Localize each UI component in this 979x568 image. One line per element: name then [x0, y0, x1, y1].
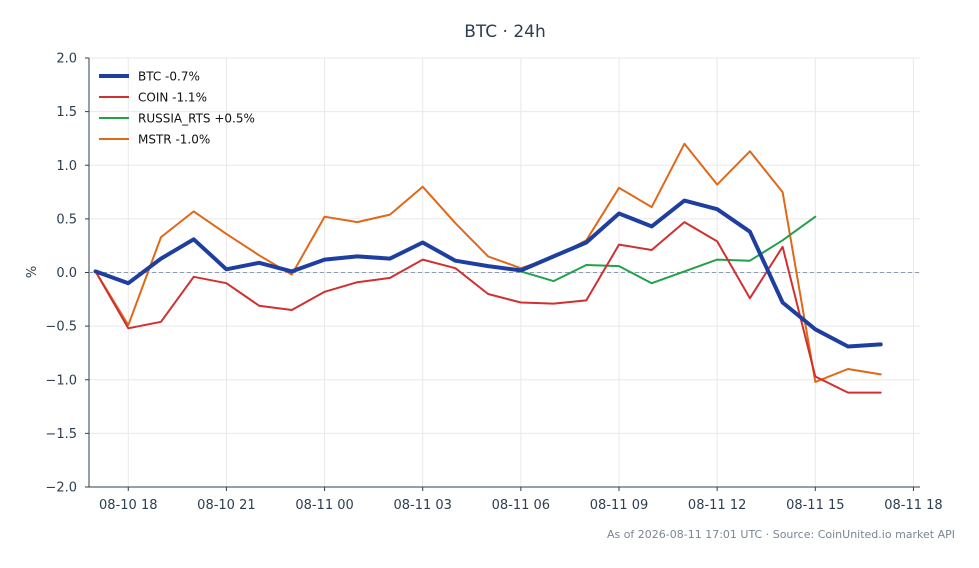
- x-tick-label: 08-11 18: [884, 498, 942, 513]
- x-tick-label: 08-10 18: [99, 498, 157, 513]
- y-tick-label: 2.0: [56, 52, 77, 67]
- series-line-btc: [93, 198, 883, 349]
- x-tick-label: 08-11 06: [492, 498, 550, 513]
- series-line-coin: [94, 221, 882, 394]
- x-tick-label: 08-10 21: [197, 498, 255, 513]
- legend-label: RUSSIA_RTS +0.5%: [138, 112, 255, 126]
- series-line-mstr: [94, 142, 882, 383]
- x-tick-label: 08-11 15: [786, 498, 844, 513]
- legend-label: MSTR -1.0%: [138, 133, 210, 147]
- x-tick-label: 08-11 00: [295, 498, 353, 513]
- legend-label: COIN -1.1%: [138, 91, 207, 105]
- legend: BTC -0.7% COIN -1.1% RUSSIA_RTS +0.5% MSTR …: [99, 70, 255, 147]
- y-tick-label: −1.0: [45, 373, 77, 388]
- x-tick-label: 08-11 03: [393, 498, 451, 513]
- x-tick-label: 08-11 12: [688, 498, 746, 513]
- series-lines: [93, 142, 883, 394]
- source-note: As of 2026-08-11 17:01 UTC · Source: Coi…: [607, 528, 955, 541]
- x-tick-label: 08-11 09: [590, 498, 648, 513]
- y-tick-label: 0.5: [56, 212, 77, 227]
- y-tick-label: −2.0: [45, 481, 77, 496]
- legend-label: BTC -0.7%: [138, 70, 200, 84]
- y-tick-label: 1.5: [56, 105, 77, 120]
- y-tick-label: −0.5: [45, 320, 77, 335]
- y-tick-label: 0.0: [56, 266, 77, 281]
- axes: 2.0 1.5 1.0 0.5 0.0 −0.5 −1.0 −1.5 −2.0 08-10 18 0…: [45, 52, 942, 514]
- y-tick-label: 1.0: [56, 159, 77, 174]
- y-tick-label: −1.5: [45, 427, 77, 442]
- series-line-russia-rts: [519, 215, 817, 285]
- y-axis-label: %: [25, 266, 40, 278]
- chart-title: BTC · 24h: [464, 22, 546, 42]
